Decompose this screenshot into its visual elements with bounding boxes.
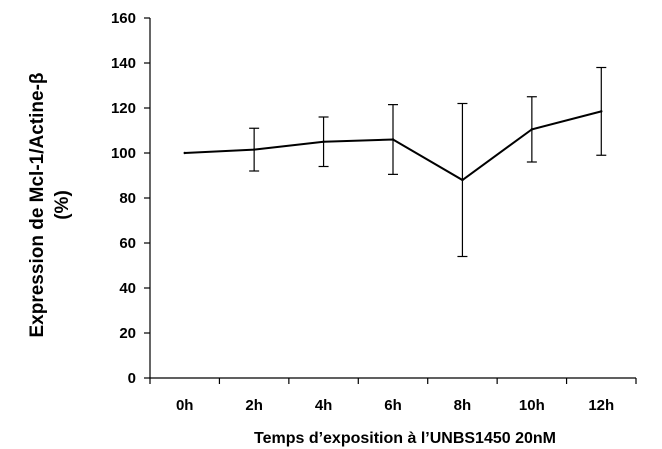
x-axis-title: Temps d’exposition à l’UNBS1450 20nM xyxy=(254,430,556,447)
y-tick-label: 0 xyxy=(128,370,136,387)
error-bars xyxy=(249,66,607,258)
x-tick-label: 2h xyxy=(245,397,263,414)
x-axis: 0h 2h 4h 6h 8h 10h 12h xyxy=(149,377,637,414)
x-tick-label: 8h xyxy=(454,397,472,414)
x-tick-label: 6h xyxy=(384,397,402,414)
data-points xyxy=(183,110,603,182)
y-tick-label: 120 xyxy=(111,100,136,117)
y-tick-label: 80 xyxy=(119,190,136,207)
y-tick-label: 60 xyxy=(119,235,136,252)
y-axis-title-line-1: Expression de Mcl-1/Actine-β xyxy=(27,73,48,338)
data-point xyxy=(391,138,395,141)
x-ticks: 0h 2h 4h 6h 8h 10h 12h xyxy=(149,378,637,414)
data-point xyxy=(183,151,186,155)
y-tick-label: 100 xyxy=(111,145,136,162)
y-tick-label: 40 xyxy=(119,280,136,297)
y-axis-title-line-2: (%) xyxy=(52,190,73,220)
y-ticks: 0 20 40 60 80 100 120 140 160 xyxy=(111,10,150,387)
x-tick-label: 12h xyxy=(588,397,614,414)
y-axis: 0 20 40 60 80 100 120 140 160 xyxy=(111,10,151,387)
x-tick-label: 10h xyxy=(519,397,545,414)
data-point xyxy=(600,110,603,113)
x-tick-label: 0h xyxy=(176,397,194,414)
data-point xyxy=(461,178,464,182)
data-point xyxy=(322,140,325,143)
data-point xyxy=(530,128,534,131)
y-axis-title: Expression de Mcl-1/Actine-β (%) xyxy=(27,73,73,338)
x-tick-label: 4h xyxy=(315,397,333,414)
y-tick-label: 160 xyxy=(111,10,136,27)
data-point xyxy=(252,148,256,151)
y-tick-label: 20 xyxy=(119,325,136,342)
y-tick-label: 140 xyxy=(111,55,136,72)
